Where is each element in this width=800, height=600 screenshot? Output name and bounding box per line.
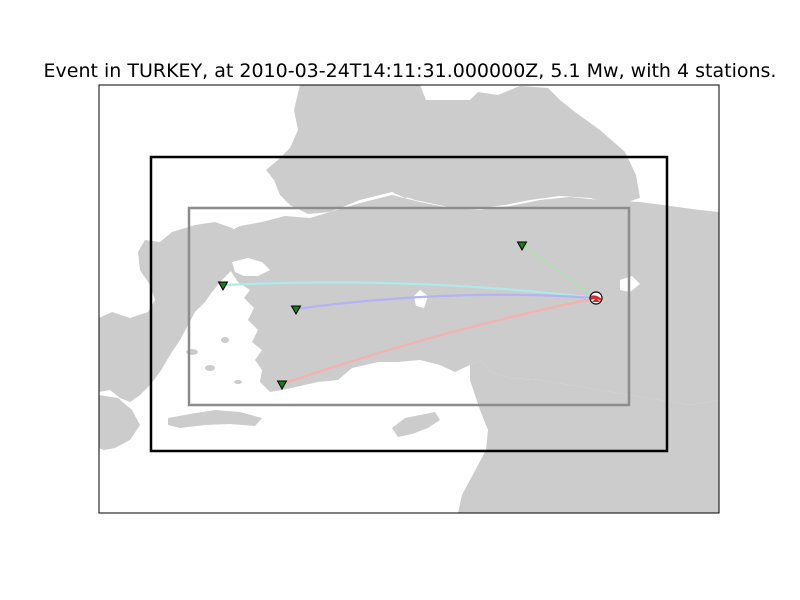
station-marker-1 <box>217 281 229 292</box>
landmass-levant <box>458 360 719 513</box>
station-marker-2 <box>290 305 302 316</box>
island <box>205 365 215 371</box>
landmass-balkans <box>99 222 325 402</box>
inner-region-box <box>187 206 631 407</box>
island <box>221 337 229 343</box>
land-layer <box>99 85 719 513</box>
landmass-crete <box>168 410 262 428</box>
landmass-caucasus-east <box>655 294 688 312</box>
landmass-cyprus <box>392 412 440 437</box>
landmass-anatolia <box>228 195 719 405</box>
ray-path-1 <box>222 281 597 300</box>
map-title: Event in TURKEY, at 2010-03-24T14:11:31.… <box>43 60 777 82</box>
ray-path-2 <box>295 293 597 311</box>
ray-path-3 <box>521 244 597 299</box>
map-frame <box>98 84 720 514</box>
station-marker-3 <box>516 241 528 252</box>
lake-tuz <box>414 290 428 308</box>
sea-of-marmara <box>232 258 270 276</box>
island <box>234 380 242 384</box>
stations <box>217 241 528 391</box>
outer-region-box <box>149 155 669 453</box>
landmass-peloponnese <box>99 395 140 450</box>
ray-path-4 <box>281 296 597 386</box>
landmass-crimea <box>394 180 420 198</box>
event-beachball <box>589 291 603 305</box>
landmass-east-coast <box>674 448 719 513</box>
ray-paths <box>222 244 597 386</box>
station-marker-4 <box>276 380 288 391</box>
island <box>156 328 164 332</box>
landmass-north <box>266 85 640 214</box>
